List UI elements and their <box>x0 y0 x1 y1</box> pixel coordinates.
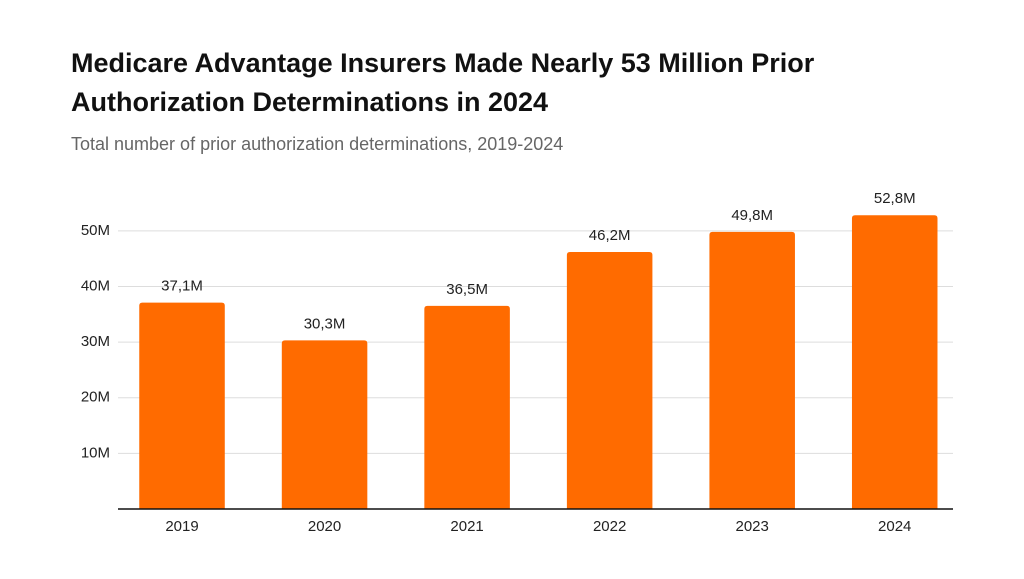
chart-subtitle: Total number of prior authorization dete… <box>71 134 564 154</box>
value-label: 37,1M <box>161 278 203 295</box>
value-label: 30,3M <box>304 315 346 332</box>
bars <box>139 215 938 510</box>
bar <box>851 215 938 510</box>
bar <box>709 231 795 509</box>
x-tick-label: 2023 <box>736 518 769 535</box>
value-label: 46,2M <box>589 227 631 244</box>
y-tick-label: 50M <box>81 222 110 239</box>
bar <box>139 302 225 509</box>
bar <box>566 251 653 509</box>
x-tick-label: 2020 <box>308 518 341 535</box>
y-tick-label: 30M <box>81 333 110 350</box>
x-tick-label: 2022 <box>593 518 626 535</box>
chart-title: Medicare Advantage Insurers Made Nearly … <box>71 48 815 117</box>
bar <box>424 305 510 509</box>
x-tick-label: 2019 <box>165 518 198 535</box>
x-tick-label: 2021 <box>450 518 483 535</box>
bar <box>281 340 368 509</box>
y-tick-label: 20M <box>81 389 110 406</box>
value-label: 36,5M <box>446 281 488 298</box>
x-tick-label: 2024 <box>878 518 911 535</box>
y-tick-label: 10M <box>81 444 110 461</box>
value-label: 52,8M <box>874 190 916 207</box>
grid <box>118 230 953 454</box>
value-label: 49,8M <box>731 207 773 224</box>
y-tick-label: 40M <box>81 277 110 294</box>
